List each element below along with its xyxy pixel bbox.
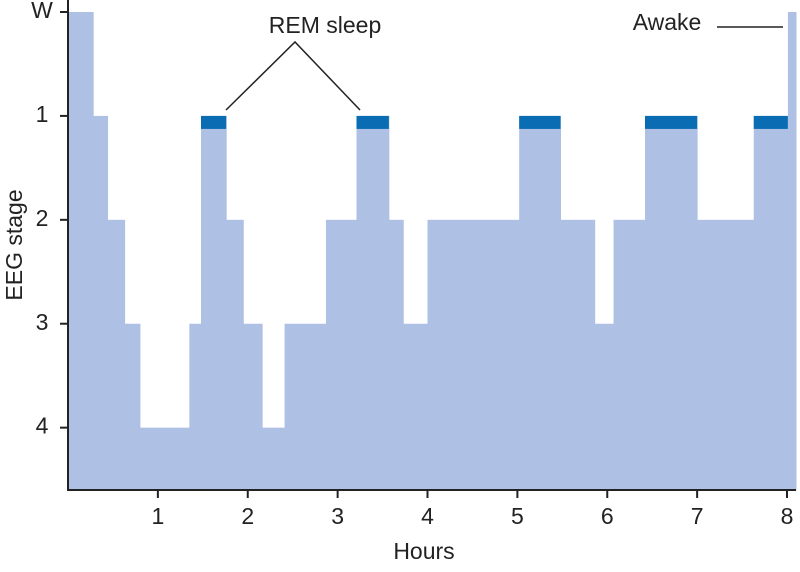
x-tick-label: 6 xyxy=(601,503,614,529)
y-tick-label: 4 xyxy=(36,413,49,439)
stage-step xyxy=(613,219,646,490)
stage-step xyxy=(262,427,286,490)
x-tick-label: 1 xyxy=(151,503,164,529)
y-tick-label: 1 xyxy=(36,101,49,127)
rem-marker xyxy=(519,115,561,129)
x-tick-label: 8 xyxy=(781,503,794,529)
stage-step xyxy=(645,115,698,491)
y-tick-label: 2 xyxy=(36,205,49,231)
stage-step xyxy=(243,323,263,490)
x-tick-label: 7 xyxy=(691,503,704,529)
stage-step xyxy=(787,12,797,490)
stage-step xyxy=(388,219,404,490)
x-tick-label: 4 xyxy=(421,503,434,529)
stage-step xyxy=(139,427,190,490)
rem-marker xyxy=(753,115,788,129)
stage-step xyxy=(189,323,202,490)
stage-step xyxy=(427,219,520,490)
annotation: Awake xyxy=(633,9,702,35)
x-tick-label: 2 xyxy=(241,503,254,529)
stage-step xyxy=(68,12,94,490)
stage-step xyxy=(753,115,789,491)
stage-step xyxy=(124,323,141,490)
plot-area xyxy=(68,12,797,491)
stage-step xyxy=(284,323,327,490)
stage-step xyxy=(356,115,390,491)
stage-step xyxy=(560,219,596,490)
x-axis-title: Hours xyxy=(393,538,454,564)
annotation-pointer xyxy=(225,40,361,111)
stage-step xyxy=(403,323,429,490)
stage-step xyxy=(325,219,358,490)
stage-step xyxy=(594,323,615,490)
rem-marker xyxy=(356,115,389,129)
rem-marker xyxy=(201,115,227,129)
rem-marker xyxy=(645,115,698,129)
stage-step xyxy=(107,219,126,490)
annotation: REM sleep xyxy=(269,12,381,38)
y-tick-label: 3 xyxy=(36,309,49,335)
stage-step xyxy=(697,219,755,490)
y-tick-label: W xyxy=(31,0,53,23)
y-axis-title: EEG stage xyxy=(1,189,27,300)
stage-step xyxy=(226,219,244,490)
stage-step xyxy=(201,115,227,491)
stage-step xyxy=(93,115,109,491)
x-tick-label: 5 xyxy=(511,503,524,529)
stage-step xyxy=(519,115,562,491)
x-tick-label: 3 xyxy=(331,503,344,529)
